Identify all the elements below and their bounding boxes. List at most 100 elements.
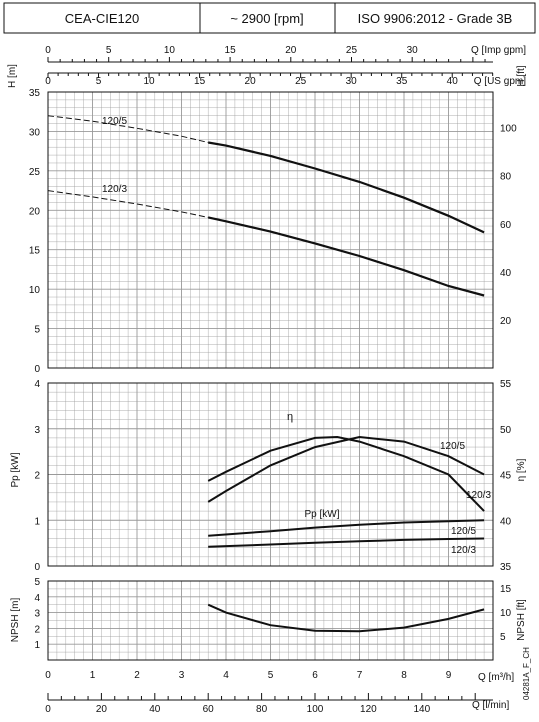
imp-gpm-tick-label: 10 bbox=[164, 45, 176, 56]
us-gpm-tick-label: 15 bbox=[194, 76, 206, 87]
npsh-ft-tick-label: 10 bbox=[500, 608, 512, 619]
pp-title: Pp [kW] bbox=[10, 452, 21, 487]
imp-gpm-tick-label: 0 bbox=[45, 45, 51, 56]
npsh-m-tick-label: 2 bbox=[34, 624, 40, 635]
q-m3h-tick-label: 8 bbox=[401, 670, 407, 681]
us-gpm-tick-label: 5 bbox=[96, 76, 102, 87]
h-ft-tick-label: 100 bbox=[500, 124, 517, 135]
q-m3h-tick-label: 0 bbox=[45, 670, 51, 681]
h-ft-title: H [ft] bbox=[516, 65, 527, 86]
pp-tick-label: 3 bbox=[34, 425, 40, 436]
eta-title: η [%] bbox=[516, 458, 527, 481]
q-us-gpm-title: Q [US gpm] bbox=[474, 76, 526, 87]
power-curve bbox=[208, 519, 485, 537]
head-curve-dashed bbox=[47, 115, 209, 143]
imp-gpm-tick-label: 20 bbox=[285, 45, 297, 56]
eta-curve bbox=[207, 435, 485, 512]
eta-tick-label: 35 bbox=[500, 562, 512, 573]
q-m3h-tick-label: 7 bbox=[357, 670, 363, 681]
q-lmin-tick-label: 140 bbox=[413, 704, 430, 715]
eta-symbol-label: η bbox=[287, 411, 293, 423]
head-curve-dashed bbox=[47, 190, 209, 218]
q-m3h-tick-label: 3 bbox=[179, 670, 185, 681]
q-m3h-tick-label: 5 bbox=[268, 670, 274, 681]
us-gpm-tick-label: 10 bbox=[143, 76, 155, 87]
pp-tick-label: 0 bbox=[34, 562, 40, 573]
q-lmin-tick-label: 40 bbox=[149, 704, 161, 715]
imp-gpm-tick-label: 15 bbox=[225, 45, 237, 56]
eta-curve bbox=[207, 435, 485, 503]
npsh-ft-tick-label: 5 bbox=[500, 632, 506, 643]
q-lmin-title: Q [l/min] bbox=[472, 700, 509, 711]
us-gpm-tick-label: 25 bbox=[295, 76, 307, 87]
eta-tick-label: 55 bbox=[500, 379, 512, 390]
h-m-tick-label: 35 bbox=[29, 88, 41, 99]
q-m3h-tick-label: 4 bbox=[223, 670, 229, 681]
npsh-m-tick-label: 1 bbox=[34, 640, 40, 651]
q-lmin-tick-label: 0 bbox=[45, 704, 51, 715]
pp-tick-label: 4 bbox=[34, 379, 40, 390]
eta-label-120-3: 120/3 bbox=[466, 490, 491, 501]
eta-tick-label: 50 bbox=[500, 425, 512, 436]
head-label-120-5: 120/5 bbox=[102, 116, 127, 127]
h-ft-tick-label: 80 bbox=[500, 172, 512, 183]
q-lmin-tick-label: 60 bbox=[203, 704, 215, 715]
plot-frame bbox=[47, 580, 494, 661]
h-m-tick-label: 5 bbox=[34, 325, 40, 336]
q-imp-gpm-title: Q [Imp gpm] bbox=[471, 45, 526, 56]
speed-label: ~ 2900 [rpm] bbox=[230, 11, 303, 26]
head-curve bbox=[207, 216, 485, 297]
h-m-tick-label: 30 bbox=[29, 127, 41, 138]
q-lmin-tick-label: 100 bbox=[307, 704, 324, 715]
q-lmin-tick-label: 20 bbox=[96, 704, 108, 715]
q-m3h-tick-label: 6 bbox=[312, 670, 318, 681]
imp-gpm-tick-label: 5 bbox=[106, 45, 112, 56]
h-m-tick-label: 15 bbox=[29, 246, 41, 257]
footer-code: 04281A_F_CH bbox=[522, 647, 531, 700]
eta-label-120-5: 120/5 bbox=[440, 441, 465, 452]
us-gpm-tick-label: 0 bbox=[45, 76, 51, 87]
pp-label-120-3: 120/3 bbox=[451, 545, 476, 556]
npsh-ft-title: NPSH [ft] bbox=[516, 599, 527, 641]
npsh-m-tick-label: 3 bbox=[34, 609, 40, 620]
q-m3h-title: Q [m³/h] bbox=[478, 672, 514, 683]
h-ft-tick-label: 20 bbox=[500, 316, 512, 327]
npsh-m-title: NPSH [m] bbox=[10, 598, 21, 643]
eta-tick-label: 45 bbox=[500, 471, 512, 482]
us-gpm-tick-label: 35 bbox=[396, 76, 408, 87]
q-m3h-tick-label: 2 bbox=[134, 670, 140, 681]
pp-tick-label: 2 bbox=[34, 471, 40, 482]
q-lmin-tick-label: 80 bbox=[256, 704, 268, 715]
pp-curve-label: Pp [kW] bbox=[304, 509, 339, 520]
plot-frame bbox=[47, 382, 494, 567]
h-m-tick-label: 10 bbox=[29, 285, 41, 296]
us-gpm-tick-label: 40 bbox=[447, 76, 459, 87]
imp-gpm-tick-label: 30 bbox=[407, 45, 419, 56]
us-gpm-tick-label: 20 bbox=[245, 76, 257, 87]
model-title: CEA-CIE120 bbox=[65, 11, 139, 26]
h-m-tick-label: 0 bbox=[34, 364, 40, 375]
plot-frame bbox=[47, 91, 494, 369]
q-lmin-tick-label: 120 bbox=[360, 704, 377, 715]
h-ft-tick-label: 60 bbox=[500, 220, 512, 231]
q-m3h-tick-label: 9 bbox=[446, 670, 452, 681]
head-curve bbox=[208, 141, 485, 234]
imp-gpm-tick-label: 25 bbox=[346, 45, 358, 56]
pp-label-120-5: 120/5 bbox=[451, 526, 476, 537]
h-m-tick-label: 25 bbox=[29, 167, 41, 178]
standard-label: ISO 9906:2012 - Grade 3B bbox=[358, 11, 513, 26]
npsh-m-tick-label: 4 bbox=[34, 593, 40, 604]
h-ft-tick-label: 40 bbox=[500, 268, 512, 279]
head-label-120-3: 120/3 bbox=[102, 184, 127, 195]
header: CEA-CIE120 ~ 2900 [rpm] ISO 9906:2012 - … bbox=[3, 2, 536, 34]
h-m-title: H [m] bbox=[7, 64, 18, 88]
npsh-curve bbox=[207, 603, 485, 633]
q-m3h-tick-label: 1 bbox=[90, 670, 96, 681]
h-m-tick-label: 20 bbox=[29, 206, 41, 217]
us-gpm-tick-label: 30 bbox=[346, 76, 358, 87]
plot-layer: 0 5 10 15 20 25 300 5 10 15 20 25 30 35 40051015202530… bbox=[29, 45, 517, 715]
npsh-m-tick-label: 5 bbox=[34, 577, 40, 588]
pp-tick-label: 1 bbox=[34, 516, 40, 527]
eta-tick-label: 40 bbox=[500, 516, 512, 527]
